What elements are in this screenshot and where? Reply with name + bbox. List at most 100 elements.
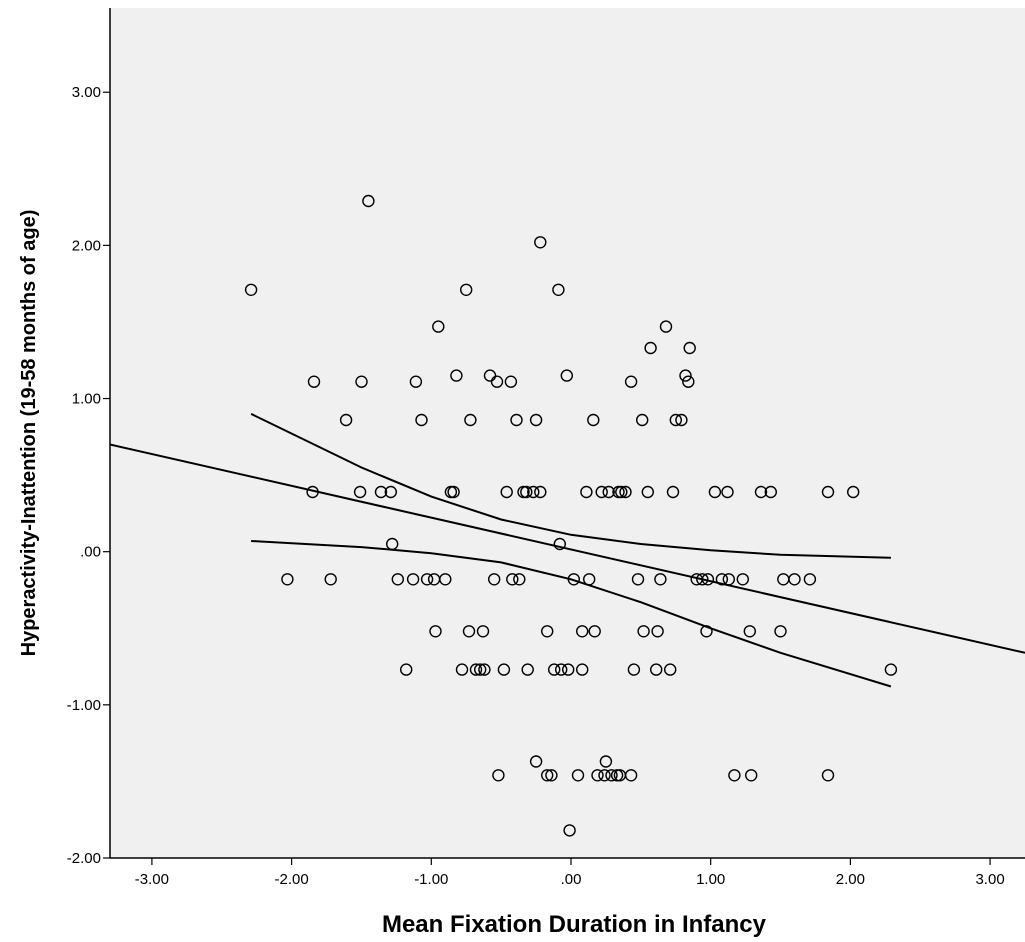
plot-area xyxy=(110,8,1025,858)
data-point xyxy=(483,369,497,382)
data-point xyxy=(631,573,645,586)
y-axis-title: Hyperactivity-Inattention (19-58 months … xyxy=(18,210,40,657)
x-tick-label: -2.00 xyxy=(275,871,309,888)
data-point xyxy=(386,537,399,551)
data-point xyxy=(576,663,589,676)
data-point xyxy=(721,485,734,499)
data-point xyxy=(754,485,768,499)
data-point xyxy=(587,413,600,427)
data-point xyxy=(591,769,604,782)
x-tick-label: -1.00 xyxy=(414,871,448,888)
data-point xyxy=(602,485,615,499)
data-point xyxy=(541,769,554,782)
data-point xyxy=(627,663,641,676)
data-point xyxy=(527,485,540,499)
data-point xyxy=(281,573,294,586)
data-point xyxy=(553,537,566,551)
data-point xyxy=(552,283,565,296)
y-tick-label: 1.00 xyxy=(72,391,101,408)
data-point xyxy=(513,573,526,586)
data-point xyxy=(520,485,533,499)
data-point xyxy=(580,485,593,499)
ci-lower-curve xyxy=(251,540,892,688)
data-point xyxy=(384,485,397,499)
axes: -3.00 -2.00 -1.00 .00 1.00 2.00 3.00 -2.00 -1.00… xyxy=(67,84,1005,888)
data-point xyxy=(567,573,580,586)
data-point xyxy=(541,625,554,638)
x-tick-label: 1.00 xyxy=(696,871,725,888)
x-tick-label: 2.00 xyxy=(836,871,865,888)
data-point xyxy=(460,283,473,296)
data-point xyxy=(476,625,490,638)
data-point xyxy=(529,413,543,427)
data-point xyxy=(497,663,511,676)
data-point xyxy=(555,663,568,676)
data-point xyxy=(420,573,434,586)
data-point xyxy=(736,573,749,586)
data-point xyxy=(764,485,777,499)
data-point xyxy=(563,824,576,837)
data-point xyxy=(659,320,673,333)
data-point xyxy=(244,283,258,296)
data-point xyxy=(429,625,442,638)
data-point xyxy=(788,573,801,586)
data-point xyxy=(492,769,505,782)
y-tick-label: .00 xyxy=(80,544,101,561)
data-point xyxy=(637,625,650,638)
data-point xyxy=(641,485,654,499)
data-point xyxy=(545,769,558,782)
data-point xyxy=(884,663,898,676)
data-point xyxy=(510,413,523,427)
data-point xyxy=(669,413,682,427)
data-point xyxy=(474,663,487,676)
data-point xyxy=(664,663,677,676)
data-point xyxy=(409,375,423,388)
data-point xyxy=(406,573,420,586)
data-point xyxy=(306,485,319,499)
data-point xyxy=(651,625,664,638)
x-tick-label: -3.00 xyxy=(135,871,169,888)
data-point xyxy=(624,769,638,782)
data-point xyxy=(743,625,756,638)
data-point xyxy=(307,375,321,388)
data-point xyxy=(619,485,632,499)
data-point xyxy=(548,663,561,676)
data-point xyxy=(447,485,460,499)
data-point xyxy=(455,663,469,676)
data-point xyxy=(534,485,547,499)
data-point xyxy=(700,625,713,638)
data-point xyxy=(666,485,680,499)
y-tick-label: -2.00 xyxy=(67,850,101,867)
data-point xyxy=(488,573,501,586)
data-point xyxy=(605,769,618,782)
data-point xyxy=(362,194,375,208)
data-point xyxy=(462,625,476,638)
data-point xyxy=(701,573,715,586)
data-point xyxy=(355,375,368,388)
data-point xyxy=(675,413,688,427)
data-point xyxy=(728,769,741,782)
data-point xyxy=(615,485,628,499)
data-point xyxy=(571,769,585,782)
data-point xyxy=(588,625,601,638)
data-point xyxy=(432,320,445,333)
data-point xyxy=(847,485,860,499)
data-point xyxy=(439,573,452,586)
data-point xyxy=(708,485,722,499)
data-marks xyxy=(109,194,1025,837)
data-point xyxy=(722,573,735,586)
data-point xyxy=(324,573,337,586)
data-point xyxy=(715,573,729,586)
data-point xyxy=(803,573,817,586)
data-point xyxy=(682,375,695,388)
y-tick-label: -1.00 xyxy=(67,697,101,714)
data-point xyxy=(654,573,667,586)
data-point xyxy=(339,413,353,427)
data-point xyxy=(595,485,608,499)
data-point xyxy=(683,341,696,355)
data-point xyxy=(562,663,575,676)
data-point xyxy=(534,236,547,249)
data-point xyxy=(583,573,596,586)
data-point xyxy=(599,755,613,768)
data-point xyxy=(391,573,404,586)
